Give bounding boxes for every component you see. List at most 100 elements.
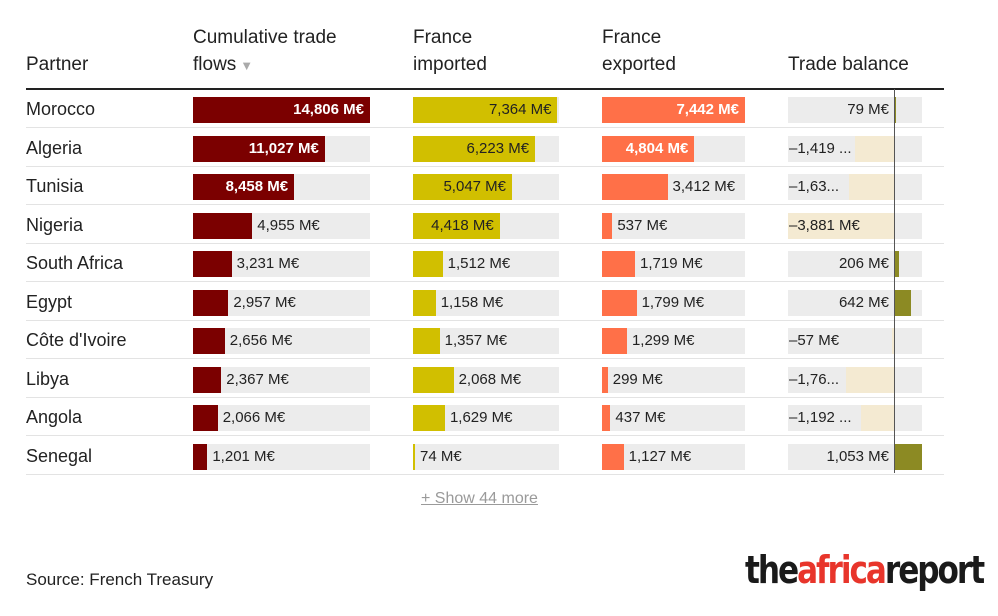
partner-name: Egypt — [26, 291, 73, 312]
exported-cell: 537 M€ — [602, 212, 745, 239]
balance-bar — [861, 405, 894, 431]
cumulative-bar — [193, 328, 225, 354]
table-row: Algeria 11,027 M€ 6,223 M€ 4,804 M€ –1,419 .… — [26, 129, 944, 167]
balance-cell: –3,881 M€ — [788, 212, 922, 239]
imported-bar — [413, 97, 558, 123]
header-exported[interactable]: France exported — [602, 24, 752, 78]
cumulative-bar — [193, 289, 229, 316]
row-separator — [26, 127, 944, 128]
header-imported[interactable]: France imported — [413, 24, 563, 78]
partner-name: Tunisia — [26, 176, 84, 196]
row-separator — [26, 204, 944, 205]
cumulative-bar — [193, 405, 218, 431]
balance-bar — [894, 97, 897, 123]
exported-bar — [602, 443, 624, 470]
cumulative-label: 1,201 M€ — [212, 447, 275, 465]
exported-label: 537 M€ — [617, 216, 668, 234]
table-row: Libya 2,367 M€ 2,068 M€ 299 M€ –1,76... — [26, 360, 944, 398]
imported-cell: 5,047 M€ — [413, 174, 559, 200]
exported-bar — [602, 174, 668, 200]
exported-label: 1,299 M€ — [631, 332, 695, 349]
exported-cell: 1,299 M€ — [602, 328, 745, 354]
cumulative-cell: 8,458 M€ — [193, 174, 370, 200]
imported-cell: 1,512 M€ — [413, 251, 559, 277]
source-note: Source: French Treasury — [26, 570, 214, 589]
imported-bar — [413, 212, 500, 239]
balance-bar — [892, 328, 894, 354]
table-row: Egypt 2,957 M€ 1,158 M€ 1,799 M€ 642 M€ — [26, 283, 944, 321]
cumulative-cell: 11,027 M€ — [193, 135, 370, 162]
exported-bar — [602, 289, 637, 316]
show-more-button[interactable]: + Show 44 more — [421, 490, 538, 507]
exported-label: 1,799 M€ — [641, 293, 705, 311]
imported-bar — [413, 443, 415, 470]
imported-bar — [413, 251, 443, 277]
cumulative-label: 14,806 M€ — [293, 101, 364, 118]
imported-bar — [413, 289, 436, 316]
exported-bar — [602, 97, 745, 123]
cumulative-bar — [193, 212, 253, 239]
balance-bar — [894, 289, 911, 316]
imported-bar — [413, 366, 454, 393]
partner-name: Senegal — [26, 445, 93, 466]
imported-bar — [413, 405, 445, 431]
balance-label: –1,192 ... — [789, 409, 852, 426]
exported-cell: 1,127 M€ — [602, 443, 745, 470]
cumulative-label: 2,656 M€ — [229, 332, 293, 349]
imported-label: 5,047 M€ — [443, 178, 507, 195]
balance-bar — [788, 212, 894, 239]
exported-cell: 7,442 M€ — [602, 97, 745, 123]
the-africa-report-logo: theafricareport — [745, 548, 985, 592]
cumulative-label: 2,066 M€ — [222, 409, 286, 426]
balance-bar — [849, 174, 894, 200]
cumulative-bar — [193, 251, 232, 277]
partner-name: Nigeria — [26, 214, 84, 235]
partner-name: Côte d'Ivoire — [26, 330, 127, 350]
balance-label: 79 M€ — [847, 101, 889, 118]
imported-label: 1,629 M€ — [449, 409, 513, 426]
header-rule — [26, 88, 944, 90]
exported-cell: 1,799 M€ — [602, 289, 745, 316]
header-exported-line2: exported — [602, 54, 676, 75]
exported-label: 1,719 M€ — [640, 255, 703, 272]
cumulative-cell: 3,231 M€ — [193, 251, 370, 277]
cumulative-bar — [193, 366, 222, 393]
row-separator — [26, 319, 944, 321]
exported-label: 1,127 M€ — [628, 447, 692, 465]
balance-bar — [894, 443, 922, 470]
table-row: Tunisia 8,458 M€ 5,047 M€ 3,412 M€ –1,63... — [26, 167, 944, 205]
row-separator — [26, 165, 944, 167]
balance-cell: –1,192 ... — [788, 405, 922, 431]
balance-label: –57 M€ — [789, 332, 840, 349]
table-row: Nigeria 4,955 M€ 4,418 M€ 537 M€ –3,881 M€ — [26, 206, 944, 244]
partner-name: Algeria — [26, 137, 83, 158]
balance-label: –3,881 M€ — [789, 216, 860, 234]
header-cumulative[interactable]: Cumulative trade flows ▼ — [193, 24, 383, 79]
balance-label: 206 M€ — [838, 255, 889, 272]
sort-down-icon: ▼ — [240, 58, 254, 73]
imported-cell: 7,364 M€ — [413, 97, 559, 123]
imported-label: 1,357 M€ — [444, 332, 508, 349]
header-cumulative-line1: Cumulative trade — [193, 27, 337, 48]
exported-label: 4,804 M€ — [625, 139, 689, 157]
partner-name: Libya — [26, 368, 70, 389]
imported-label: 6,223 M€ — [466, 139, 530, 157]
row-separator — [26, 396, 944, 398]
imported-label: 1,512 M€ — [447, 255, 511, 272]
balance-zero-line — [894, 89, 895, 473]
exported-cell: 4,804 M€ — [602, 135, 745, 162]
partner-name: Morocco — [26, 99, 96, 119]
partner-name: South Africa — [26, 253, 124, 273]
imported-label: 2,068 M€ — [458, 370, 522, 388]
cumulative-bar — [193, 97, 370, 123]
exported-cell: 437 M€ — [602, 405, 745, 431]
imported-cell: 2,068 M€ — [413, 366, 559, 393]
balance-label: –1,76... — [789, 370, 840, 388]
imported-label: 74 M€ — [420, 447, 462, 465]
header-trade-balance[interactable]: Trade balance — [788, 54, 909, 75]
table-row: Côte d'Ivoire 2,656 M€ 1,357 M€ 1,299 M€ –57… — [26, 321, 944, 359]
balance-cell: –1,63... — [788, 174, 922, 200]
balance-cell: –57 M€ — [788, 328, 922, 354]
header-partner[interactable]: Partner — [26, 54, 89, 75]
exported-cell: 1,719 M€ — [602, 251, 745, 277]
